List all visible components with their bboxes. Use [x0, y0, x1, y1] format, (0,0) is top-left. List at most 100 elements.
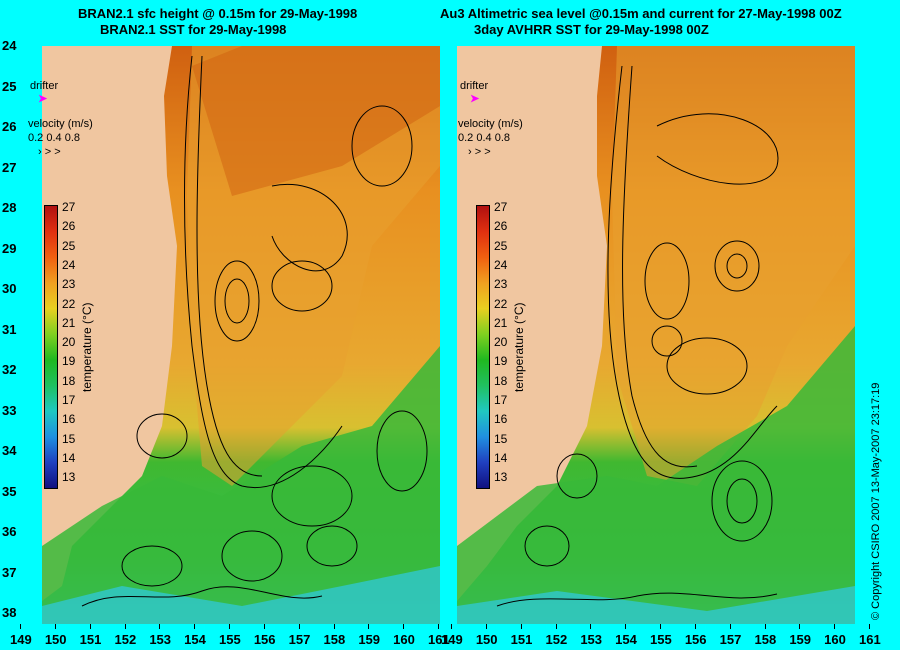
- right-sst-map: [457, 46, 855, 624]
- colorbar-tick-label: 15: [494, 431, 508, 446]
- colorbar-tick-label: 22: [62, 296, 76, 311]
- lat-tick-label: 35: [2, 483, 17, 499]
- left-map-panel: [42, 46, 440, 624]
- right-contours: [496, 65, 779, 607]
- right-velocity-label: velocity (m/s): [458, 118, 523, 130]
- lat-tick-label: 36: [2, 524, 17, 539]
- lat-tick-label: 32: [2, 362, 17, 377]
- lat-tick-label: 30: [2, 281, 17, 296]
- colorbar-tick-label: 19: [494, 354, 508, 369]
- lon-tick-mark: [520, 624, 522, 629]
- lat-tick-label: 27: [2, 159, 17, 175]
- colorbar-tick-label: 27: [494, 200, 508, 214]
- colorbar-tick-label: 16: [62, 412, 76, 427]
- lon-tick-mark: [764, 624, 766, 629]
- left-contours: [81, 55, 428, 607]
- lon-tick-mark: [333, 624, 335, 629]
- colorbar-tick-label: 23: [62, 277, 76, 292]
- colorbar-tick-label: 17: [62, 393, 76, 407]
- lon-tick-mark: [89, 624, 91, 629]
- lat-tick-label: 37: [2, 564, 17, 580]
- lon-tick-mark: [590, 624, 592, 629]
- lon-tick-label: 151: [510, 632, 533, 647]
- lon-tick-mark: [869, 624, 870, 629]
- colorbar-tick-label: 19: [62, 354, 76, 369]
- lon-tick-mark: [54, 624, 56, 629]
- lon-tick-label: 157: [719, 632, 742, 647]
- lat-tick-label: 26: [2, 119, 17, 134]
- lon-tick-mark: [20, 624, 21, 629]
- lon-tick-mark: [194, 624, 196, 629]
- lon-tick-label: 153: [149, 632, 172, 647]
- lon-tick-mark: [368, 624, 370, 629]
- lon-tick-mark: [834, 624, 836, 629]
- colorbar-tick-label: 24: [494, 257, 508, 272]
- left-drifter-marker: ➤: [38, 93, 48, 105]
- lon-tick-label: 152: [114, 632, 137, 647]
- lon-tick-mark: [159, 624, 161, 629]
- lon-tick-label: 149: [10, 632, 32, 647]
- lat-tick-label: 31: [2, 321, 17, 337]
- right-velocity-values: 0.2 0.4 0.8: [458, 132, 510, 144]
- colorbar-tick-label: 18: [494, 373, 508, 388]
- copyright-text: © Copyright CSIRO 2007 13-May-2007 23:17…: [870, 382, 882, 620]
- lon-tick-mark: [403, 624, 405, 629]
- right-colorbar-label: temperature (°C): [512, 302, 526, 393]
- left-velocity-arrows: › > >: [38, 146, 61, 158]
- right-map-panel: [457, 46, 855, 624]
- lon-tick-label: 151: [79, 632, 102, 647]
- left-velocity-values: 0.2 0.4 0.8: [28, 132, 80, 144]
- right-velocity-arrows: › > >: [468, 146, 491, 158]
- lon-tick-label: 158: [754, 632, 777, 647]
- lat-tick-label: 34: [2, 443, 17, 458]
- lon-tick-label: 160: [393, 632, 415, 647]
- left-sst-map: [42, 46, 440, 624]
- colorbar-tick-label: 22: [494, 296, 508, 311]
- colorbar-tick-label: 13: [494, 470, 508, 485]
- lon-tick-mark: [229, 624, 230, 629]
- colorbar-tick-label: 17: [494, 393, 508, 407]
- lon-tick-label: 157: [288, 632, 311, 647]
- lon-tick-label: 161: [859, 632, 881, 647]
- left-colorbar: [44, 205, 58, 489]
- lon-tick-mark: [660, 624, 661, 629]
- lon-tick-mark: [438, 624, 439, 629]
- right-title-line2: 3day AVHRR SST for 29-May-1998 00Z: [474, 22, 709, 37]
- lon-tick-label: 150: [44, 632, 67, 647]
- left-colorbar-label: temperature (°C): [80, 302, 94, 393]
- lat-tick-label: 28: [2, 200, 17, 215]
- colorbar-tick-label: 14: [62, 450, 76, 465]
- lon-tick-label: 149: [441, 632, 463, 647]
- lon-tick-label: 155: [650, 632, 672, 647]
- colorbar-tick-label: 26: [62, 219, 76, 234]
- left-velocity-label: velocity (m/s): [28, 118, 93, 130]
- lon-tick-label: 158: [323, 632, 346, 647]
- colorbar-tick-label: 27: [62, 200, 76, 214]
- colorbar-tick-label: 21: [494, 315, 508, 330]
- colorbar-tick-label: 21: [62, 315, 76, 330]
- colorbar-tick-label: 18: [62, 373, 76, 388]
- lat-tick-label: 25: [2, 78, 17, 94]
- lon-tick-label: 152: [545, 632, 568, 647]
- right-drifter-label: drifter: [460, 80, 489, 92]
- right-colorbar: [476, 205, 490, 489]
- colorbar-tick-label: 13: [62, 470, 76, 485]
- lon-tick-mark: [694, 624, 696, 629]
- lon-tick-label: 150: [475, 632, 498, 647]
- lat-tick-label: 38: [2, 605, 17, 620]
- colorbar-tick-label: 20: [494, 335, 508, 350]
- colorbar-tick-label: 23: [494, 277, 508, 292]
- colorbar-tick-label: 26: [494, 219, 508, 234]
- colorbar-tick-label: 15: [62, 431, 76, 446]
- colorbar-tick-label: 24: [62, 257, 76, 272]
- lon-tick-mark: [263, 624, 265, 629]
- lon-tick-label: 161: [428, 632, 450, 647]
- left-drifter-label: drifter: [30, 80, 59, 92]
- colorbar-tick-label: 16: [494, 412, 508, 427]
- lon-tick-label: 154: [184, 632, 206, 647]
- lon-tick-label: 156: [684, 632, 707, 647]
- lon-tick-mark: [124, 624, 126, 629]
- lon-tick-mark: [555, 624, 557, 629]
- lat-tick-label: 33: [2, 402, 17, 418]
- lat-tick-label: 24: [2, 38, 17, 53]
